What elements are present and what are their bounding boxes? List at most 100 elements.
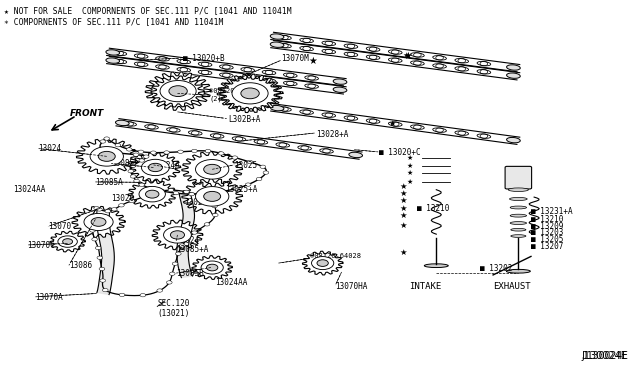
- Circle shape: [154, 190, 159, 194]
- Circle shape: [247, 160, 253, 164]
- Text: ★: ★: [406, 163, 413, 169]
- Text: 13086: 13086: [69, 261, 92, 270]
- Text: ★: ★: [309, 56, 317, 66]
- Circle shape: [157, 289, 163, 292]
- Circle shape: [148, 163, 163, 171]
- Circle shape: [179, 244, 185, 247]
- Ellipse shape: [507, 65, 520, 70]
- Circle shape: [90, 229, 95, 232]
- Circle shape: [139, 159, 145, 162]
- Text: ★: ★: [406, 170, 413, 176]
- Ellipse shape: [333, 87, 347, 93]
- Circle shape: [204, 164, 221, 174]
- Ellipse shape: [115, 120, 129, 126]
- Text: ■ 13231+A: ■ 13231+A: [531, 208, 573, 217]
- Text: ■ 13207: ■ 13207: [531, 241, 563, 250]
- Circle shape: [92, 238, 97, 241]
- Ellipse shape: [506, 269, 531, 273]
- Circle shape: [134, 179, 140, 183]
- Circle shape: [95, 246, 101, 250]
- Circle shape: [141, 195, 147, 198]
- Text: ★: ★: [388, 119, 396, 128]
- Circle shape: [263, 171, 269, 174]
- Ellipse shape: [270, 105, 284, 111]
- Polygon shape: [145, 72, 211, 110]
- Text: 13025+A: 13025+A: [225, 185, 257, 194]
- Text: ★: ★: [400, 211, 407, 220]
- Circle shape: [115, 144, 121, 147]
- Ellipse shape: [106, 50, 120, 55]
- Ellipse shape: [270, 34, 284, 39]
- Circle shape: [234, 84, 267, 103]
- Circle shape: [205, 192, 211, 195]
- Circle shape: [191, 231, 197, 234]
- Circle shape: [84, 214, 113, 231]
- FancyBboxPatch shape: [505, 166, 532, 189]
- Ellipse shape: [424, 264, 448, 267]
- Text: 13070M: 13070M: [282, 54, 309, 62]
- Circle shape: [218, 152, 224, 155]
- Circle shape: [160, 80, 196, 102]
- Circle shape: [220, 190, 225, 193]
- Polygon shape: [76, 138, 137, 174]
- Text: ★: ★: [400, 248, 407, 257]
- Text: 13024: 13024: [38, 144, 61, 153]
- Circle shape: [163, 83, 192, 100]
- Text: ★: ★: [400, 182, 407, 190]
- Circle shape: [145, 190, 159, 198]
- Polygon shape: [72, 206, 125, 237]
- Circle shape: [170, 87, 185, 96]
- Text: J130024E: J130024E: [582, 352, 627, 362]
- Polygon shape: [50, 231, 85, 252]
- Circle shape: [150, 151, 156, 154]
- Circle shape: [141, 159, 169, 176]
- Circle shape: [166, 281, 172, 284]
- Text: ★: ★: [400, 221, 407, 230]
- Circle shape: [172, 262, 178, 265]
- Circle shape: [191, 149, 197, 153]
- Circle shape: [241, 88, 259, 99]
- Circle shape: [133, 153, 139, 156]
- Circle shape: [115, 151, 120, 155]
- Text: 13024A: 13024A: [184, 198, 211, 207]
- Circle shape: [139, 186, 165, 202]
- Circle shape: [205, 150, 211, 153]
- Circle shape: [91, 218, 106, 226]
- Ellipse shape: [511, 228, 526, 231]
- Polygon shape: [130, 153, 180, 182]
- Text: ■ 13209: ■ 13209: [531, 221, 563, 231]
- Circle shape: [128, 170, 134, 173]
- Polygon shape: [220, 76, 280, 111]
- Circle shape: [207, 264, 218, 271]
- Circle shape: [94, 206, 99, 210]
- Polygon shape: [303, 251, 343, 275]
- Ellipse shape: [507, 137, 520, 143]
- Circle shape: [260, 165, 266, 169]
- Text: ■ 13020+C: ■ 13020+C: [380, 148, 421, 157]
- Ellipse shape: [510, 206, 527, 209]
- Circle shape: [212, 204, 218, 208]
- Circle shape: [131, 164, 136, 167]
- Text: 13085B: 13085B: [176, 269, 204, 278]
- Circle shape: [184, 237, 190, 241]
- Circle shape: [164, 151, 170, 154]
- Circle shape: [126, 148, 132, 151]
- Circle shape: [90, 214, 95, 217]
- Ellipse shape: [510, 222, 527, 225]
- Text: 13070HA: 13070HA: [335, 282, 367, 291]
- Text: 13070: 13070: [48, 222, 71, 231]
- Circle shape: [90, 147, 124, 166]
- Circle shape: [63, 239, 72, 244]
- Circle shape: [111, 208, 117, 211]
- Circle shape: [184, 190, 189, 193]
- Circle shape: [169, 86, 188, 96]
- Circle shape: [170, 272, 175, 275]
- Polygon shape: [128, 180, 176, 208]
- Text: 13025: 13025: [234, 161, 257, 170]
- Circle shape: [317, 260, 328, 266]
- Circle shape: [170, 231, 184, 239]
- Text: ■ 13210: ■ 13210: [417, 204, 450, 213]
- Circle shape: [201, 261, 223, 274]
- Text: SEC.120
(13021): SEC.120 (13021): [157, 299, 189, 318]
- Text: ★: ★: [403, 51, 412, 61]
